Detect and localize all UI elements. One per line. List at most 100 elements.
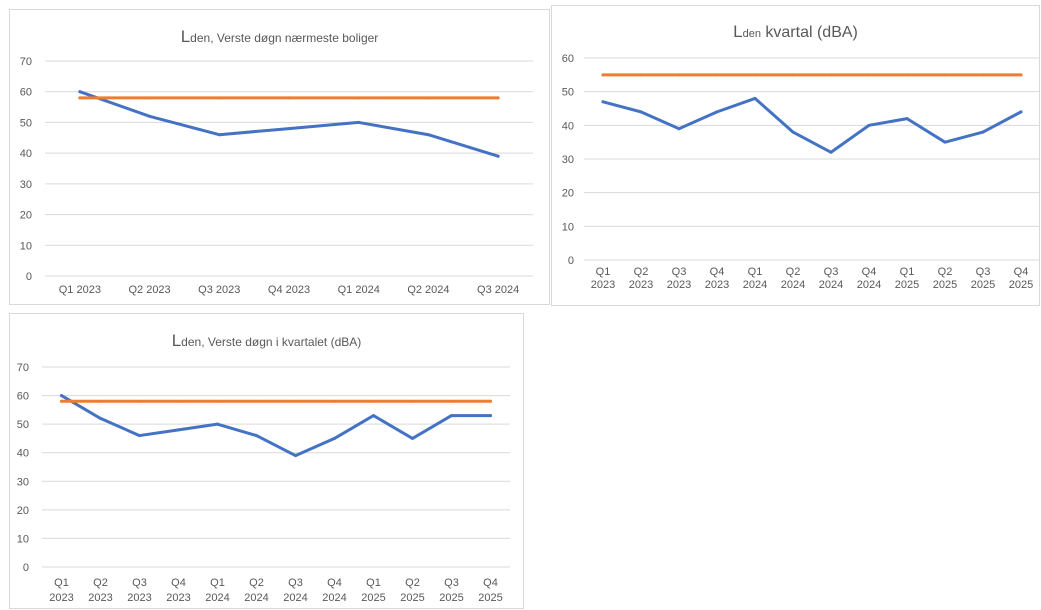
x-tick-label: Q1 2023 (49, 577, 73, 604)
x-tick-label: Q2 2024 (781, 266, 805, 291)
chart-title-subscript: den (181, 335, 202, 349)
x-tick-label: Q1 2024 (205, 577, 229, 604)
chart-title-text: kvartal (dBA) (760, 24, 858, 41)
data-point-limit (1019, 73, 1023, 77)
data-point-measured (411, 436, 414, 440)
chart-title: Lden, Verste døgn i kvartalet (dBA) (10, 331, 523, 351)
data-point-limit (715, 73, 719, 77)
x-tick-label-line: 2023 (705, 279, 729, 291)
data-point-measured (357, 120, 361, 124)
data-point-measured (905, 117, 909, 121)
x-tick-label-line: 2025 (1009, 279, 1033, 291)
x-tick-label: Q2 2023 (88, 577, 112, 604)
data-point-limit (357, 96, 361, 100)
y-tick-label: 10 (562, 221, 574, 233)
x-tick-label-line: 2024 (857, 279, 881, 291)
chart-title-main: L (733, 22, 743, 41)
x-tick-label-line: 2024 (283, 592, 307, 604)
x-tick-label: Q3 2023 (198, 284, 240, 296)
x-tick-label: Q4 2023 (166, 577, 190, 604)
x-tick-label-line: 2023 (629, 279, 653, 291)
x-tick-label-line: 2023 (88, 592, 112, 604)
x-tick-label-line: 2024 (819, 279, 843, 291)
x-tick-label-line: 2023 (591, 279, 615, 291)
x-tick-label-line: Q4 (483, 577, 498, 589)
x-tick-label-line: Q3 (132, 577, 147, 589)
data-point-measured (1019, 110, 1023, 114)
data-point-measured (601, 100, 605, 104)
data-point-measured (78, 90, 82, 94)
data-point-measured (333, 436, 336, 440)
x-tick-label-line: 2025 (895, 279, 919, 291)
x-tick-label-line: 2024 (743, 279, 767, 291)
data-point-measured (981, 130, 985, 134)
x-tick-label: Q4 2023 (705, 266, 729, 291)
x-tick-label: Q3 2024 (819, 266, 843, 291)
x-tick-label-line: 2024 (244, 592, 268, 604)
x-tick-label-line: Q4 (862, 266, 877, 278)
data-point-limit (148, 96, 152, 100)
x-tick-label-line: 2024 (322, 592, 346, 604)
chart-title-main: L (171, 331, 182, 350)
y-tick-label: 30 (562, 154, 574, 166)
data-point-limit (496, 96, 500, 100)
x-tick-label-line: Q1 (210, 577, 225, 589)
y-tick-label: 30 (17, 476, 29, 488)
data-point-limit (411, 399, 414, 403)
x-tick-label: Q3 2025 (971, 266, 995, 291)
data-point-limit (791, 73, 795, 77)
chart-title-text: , Verste døgn nærmeste boliger (210, 31, 379, 45)
data-point-limit (867, 73, 871, 77)
data-point-limit (639, 73, 643, 77)
data-point-measured (496, 154, 500, 158)
series-line-measured (60, 394, 492, 458)
data-point-limit (99, 399, 102, 403)
y-tick-label: 60 (20, 87, 32, 99)
data-point-measured (639, 110, 643, 114)
data-point-limit (601, 73, 605, 77)
data-point-measured (138, 434, 141, 438)
data-point-limit (294, 399, 297, 403)
data-point-measured (715, 110, 719, 114)
data-point-measured (216, 422, 219, 426)
x-tick-label-line: 2025 (439, 592, 463, 604)
data-point-limit (981, 73, 985, 77)
y-tick-label: 20 (562, 188, 574, 200)
x-tick-label: Q1 2024 (743, 266, 767, 291)
y-tick-label: 50 (17, 419, 29, 431)
data-point-limit (943, 73, 947, 77)
x-tick-label-line: 2024 (205, 592, 229, 604)
y-tick-label: 60 (17, 391, 29, 403)
y-tick-label: 70 (17, 362, 29, 374)
data-point-limit (216, 399, 219, 403)
x-tick-label-line: Q4 (710, 266, 725, 278)
y-tick-label: 70 (20, 56, 32, 68)
x-tick-label-line: Q2 (938, 266, 953, 278)
data-point-measured (450, 414, 453, 418)
x-tick-label: Q3 2023 (127, 577, 151, 604)
x-tick-label-line: 2023 (667, 279, 691, 291)
x-tick-label-line: Q2 (249, 577, 264, 589)
x-tick-label-line: Q3 (444, 577, 459, 589)
chart-title-subscript: den (190, 31, 211, 45)
x-tick-label-line: Q4 (327, 577, 342, 589)
x-tick-label: Q2 2025 (400, 577, 424, 604)
data-point-measured (791, 130, 795, 134)
x-tick-label-line: Q4 (171, 577, 186, 589)
y-tick-label: 50 (562, 87, 574, 99)
data-point-limit (450, 399, 453, 403)
y-tick-label: 20 (17, 505, 29, 517)
x-tick-label-line: 2025 (478, 592, 502, 604)
data-point-limit (217, 96, 221, 100)
data-point-limit (677, 73, 681, 77)
y-tick-label: 30 (20, 179, 32, 191)
data-point-measured (943, 140, 947, 144)
x-tick-label-line: Q1 (596, 266, 611, 278)
x-tick-label-line: 2025 (933, 279, 957, 291)
x-tick-label-line: 2025 (971, 279, 995, 291)
y-tick-label: 40 (20, 148, 32, 160)
x-tick-label-line: Q4 (1014, 266, 1029, 278)
data-point-measured (287, 127, 291, 131)
x-tick-label: Q4 2023 (268, 284, 310, 296)
x-tick-label-line: Q2 (405, 577, 420, 589)
